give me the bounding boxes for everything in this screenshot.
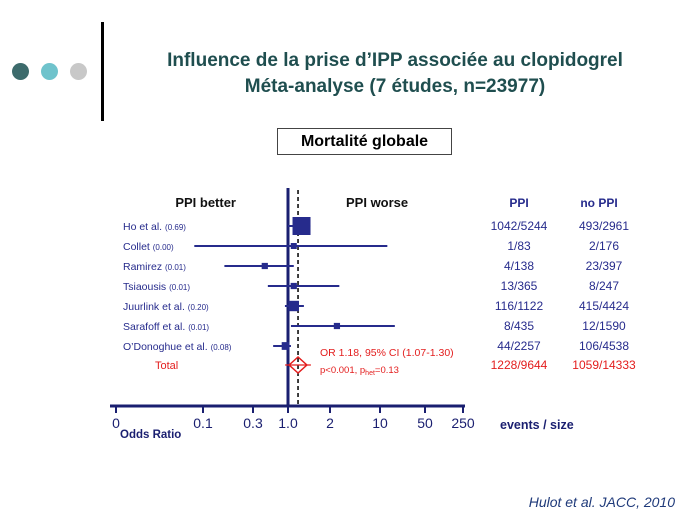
ppi-events: 44/2257 — [497, 339, 541, 353]
events-size-label: events / size — [500, 418, 574, 432]
ppi-events: 1/83 — [507, 239, 531, 253]
noppi-events: 493/2961 — [579, 219, 629, 233]
title-line-2: Méta-analyse (7 études, n=23977) — [244, 76, 546, 97]
study-label: Tsiaousis (0.01) — [123, 281, 190, 293]
study-label: O’Donoghue et al. (0.08) — [123, 341, 232, 353]
citation: Hulot et al. JACC, 2010 — [528, 494, 675, 510]
total-or-annotation: OR 1.18, 95% CI (1.07-1.30) — [320, 347, 454, 359]
study-label: Ho et al. (0.69) — [123, 221, 186, 233]
x-tick-label: 2 — [326, 415, 334, 431]
x-tick-label: 0.3 — [243, 415, 263, 431]
ppi-events: 116/1122 — [495, 299, 544, 313]
study-label: Sarafoff et al. (0.01) — [123, 321, 209, 333]
total-ppi-events: 1228/9644 — [491, 358, 548, 372]
total-noppi-events: 1059/14333 — [572, 358, 636, 372]
noppi-events: 12/1590 — [582, 319, 626, 333]
noppi-events: 2/176 — [589, 239, 619, 253]
decor-dot-1 — [12, 63, 29, 80]
header-ppi: PPI — [509, 196, 528, 210]
decor-dot-2 — [41, 63, 58, 80]
noppi-events: 106/4538 — [579, 339, 629, 353]
noppi-events: 8/247 — [589, 279, 619, 293]
noppi-events: 23/397 — [586, 259, 623, 273]
study-label: Juurlink et al. (0.20) — [123, 301, 209, 313]
heterogeneity-p: p<0.001, phet=0.13 — [320, 365, 399, 377]
x-axis-title: Odds Ratio — [120, 429, 181, 441]
label-ppi-better: PPI better — [175, 195, 236, 210]
study-label: Ramirez (0.01) — [123, 261, 186, 273]
study-estimate-box — [261, 262, 268, 270]
title-line-1: Influence de la prise d’IPP associée au … — [167, 50, 623, 71]
x-tick-label: 0 — [112, 415, 120, 431]
decor-dot-3 — [70, 63, 87, 80]
study-estimate-box — [290, 282, 297, 290]
label-ppi-worse: PPI worse — [346, 195, 408, 210]
total-label: Total — [155, 360, 178, 372]
x-tick-label: 250 — [451, 415, 475, 431]
noppi-events: 415/4424 — [579, 299, 629, 313]
header-no-ppi: no PPI — [580, 196, 617, 210]
study-estimate-box — [281, 342, 290, 350]
study-estimate-box — [333, 322, 341, 330]
ppi-events: 1042/5244 — [491, 219, 548, 233]
x-tick-label: 50 — [417, 415, 433, 431]
x-tick-label: 1.0 — [278, 415, 298, 431]
slide-title: Influence de la prise d’IPP associée au … — [110, 48, 680, 100]
title-divider — [101, 22, 104, 121]
x-tick-label: 10 — [372, 415, 388, 431]
x-tick-label: 0.1 — [193, 415, 213, 431]
study-estimate-box — [292, 217, 311, 235]
ppi-events: 13/365 — [501, 279, 538, 293]
ppi-events: 8/435 — [504, 319, 534, 333]
outcome-label-box: Mortalité globale — [277, 128, 452, 155]
study-estimate-box — [288, 300, 299, 312]
ppi-events: 4/138 — [504, 259, 534, 273]
study-label: Collet (0.00) — [123, 241, 174, 253]
study-estimate-box — [290, 243, 297, 249]
